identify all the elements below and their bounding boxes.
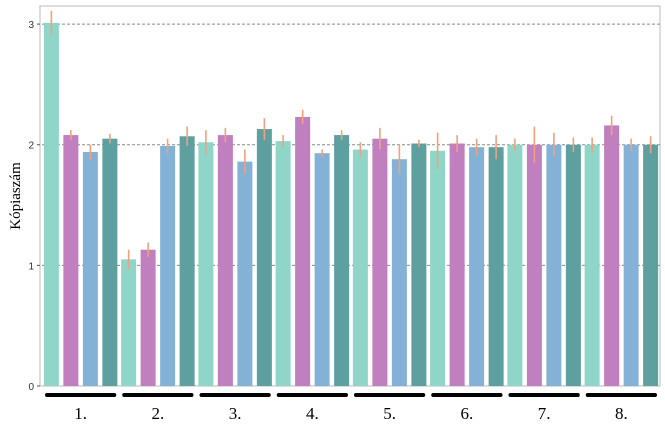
bar (334, 135, 350, 386)
bar (469, 147, 485, 386)
bar (604, 125, 620, 386)
x-tick-label: 8. (615, 404, 628, 423)
bar (256, 129, 272, 387)
bar (217, 135, 233, 386)
x-tick-label: 1. (74, 404, 87, 423)
bar (488, 147, 504, 386)
x-tick-label: 7. (538, 404, 551, 423)
bar (63, 135, 79, 386)
bar (507, 144, 523, 386)
bar (140, 249, 156, 386)
bar (449, 143, 465, 386)
bar (372, 138, 388, 386)
bar (352, 149, 368, 386)
bar (198, 142, 214, 386)
bars (43, 22, 659, 387)
bar (565, 144, 581, 386)
bar (179, 136, 195, 386)
bar (295, 116, 311, 386)
x-tick-label: 3. (229, 404, 242, 423)
y-axis-ticks: 0 1 2 3 (28, 20, 40, 393)
bar (121, 259, 137, 386)
y-axis-label: Kópiaszám (8, 162, 24, 230)
bar (314, 153, 330, 386)
bar (623, 144, 639, 386)
error-bars (50, 10, 652, 269)
x-tick-label: 6. (461, 404, 474, 423)
bar (82, 151, 98, 386)
x-tick-label: 2. (152, 404, 165, 423)
y-tick-label: 3 (28, 20, 34, 31)
x-tick-label: 5. (383, 404, 396, 423)
bar (411, 143, 427, 386)
y-tick-label: 0 (28, 382, 34, 393)
bar (526, 144, 542, 386)
y-tick-label: 1 (28, 261, 34, 272)
bar (102, 138, 118, 386)
bar (43, 22, 59, 387)
y-tick-label: 2 (28, 141, 34, 152)
bar (430, 150, 446, 386)
bar (275, 141, 291, 386)
bar (643, 144, 659, 386)
bar (237, 161, 253, 386)
x-tick-label: 4. (306, 404, 319, 423)
bar (391, 159, 407, 386)
bar (584, 144, 600, 386)
bar (546, 144, 562, 386)
x-axis-group-markers: 1. 2. 3. 4. 5. 6. 7. 8. (45, 393, 657, 423)
bar (160, 145, 176, 386)
